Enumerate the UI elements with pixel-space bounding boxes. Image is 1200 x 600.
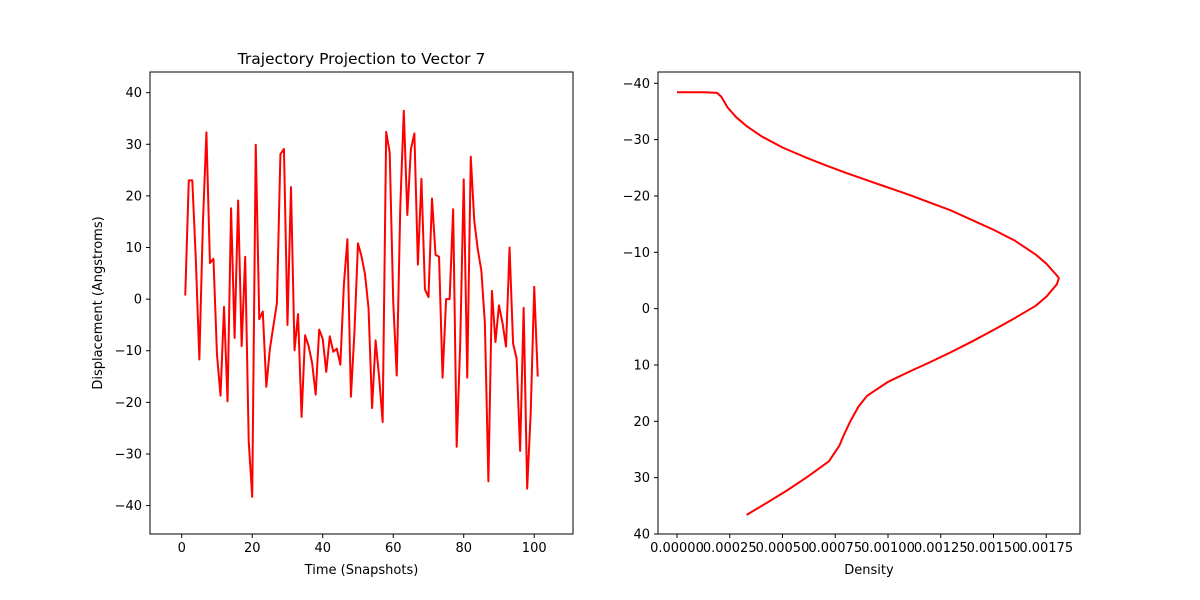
right-x-tick-label: 0.00100	[861, 541, 915, 556]
left-x-tick-label: 80	[455, 541, 472, 556]
right-y-tick-label: 30	[633, 471, 650, 486]
left-y-tick-label: 40	[125, 86, 142, 101]
left-y-tick-label: −30	[115, 447, 142, 462]
right-y-tick-label: −30	[623, 133, 650, 148]
right-x-tick-label: 0.00075	[808, 541, 862, 556]
left-y-tick-label: −10	[115, 344, 142, 359]
left-x-axis-label: Time (Snapshots)	[304, 563, 419, 578]
left-y-tick-label: 10	[125, 241, 142, 256]
left-y-tick-label: −20	[115, 396, 142, 411]
right-x-tick-label: 0.00025	[703, 541, 757, 556]
right-x-tick-label: 0.00175	[1019, 541, 1073, 556]
left-x-tick-label: 100	[522, 541, 547, 556]
right-x-tick-label: 0.00150	[967, 541, 1021, 556]
left-plot-frame	[149, 71, 574, 535]
right-chart: 0.000000.000250.000500.000750.001000.001…	[623, 71, 1081, 578]
right-y-tick-label: −40	[623, 77, 650, 92]
left-x-tick-label: 40	[314, 541, 331, 556]
right-plot-frame	[657, 71, 1081, 535]
left-y-tick-label: −40	[115, 499, 142, 514]
left-y-tick-label: 20	[125, 189, 142, 204]
left-chart: Trajectory Projection to Vector 7 0 20 40 6…	[91, 50, 574, 578]
right-x-tick-label: 0.00050	[756, 541, 810, 556]
left-ticks: 0 20 40 60 80 100 −40 −30 −20 −10 0 10 20 30 40	[115, 86, 547, 556]
left-chart-title: Trajectory Projection to Vector 7	[237, 50, 486, 68]
right-y-tick-label: 10	[633, 358, 650, 373]
left-y-tick-label: 30	[125, 138, 142, 153]
right-x-axis-label: Density	[844, 563, 894, 578]
left-x-tick-label: 60	[385, 541, 402, 556]
right-x-tick-label: 0.00000	[650, 541, 704, 556]
right-y-tick-label: 20	[633, 415, 650, 430]
right-y-tick-label: 0	[642, 302, 650, 317]
density-curve-line	[676, 91, 1060, 516]
right-y-tick-label: −20	[623, 189, 650, 204]
displacement-series-line	[184, 109, 539, 498]
left-y-axis-label: Displacement (Angstroms)	[91, 216, 106, 389]
right-ticks: 0.000000.000250.000500.000750.001000.001…	[623, 77, 1074, 556]
left-x-tick-label: 20	[244, 541, 261, 556]
left-x-tick-label: 0	[178, 541, 186, 556]
left-y-tick-label: 0	[134, 293, 142, 308]
right-y-tick-label: 40	[633, 528, 650, 543]
right-x-tick-label: 0.00125	[914, 541, 968, 556]
right-y-tick-label: −10	[623, 246, 650, 261]
